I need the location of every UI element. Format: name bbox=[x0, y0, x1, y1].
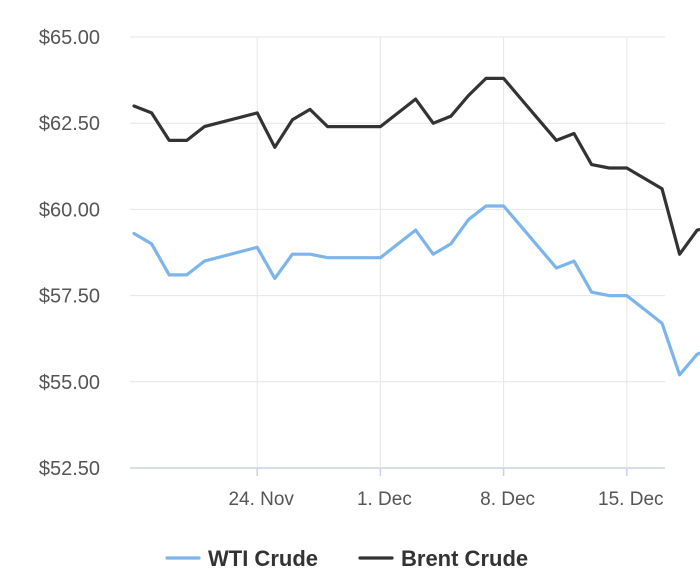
y-tick-label: $55.00 bbox=[39, 372, 100, 394]
series-lines bbox=[132, 76, 700, 377]
x-axis-tick-labels: 24. Nov 1. Dec 8. Dec 15. Dec bbox=[228, 489, 663, 510]
y-tick-label: $65.00 bbox=[39, 27, 100, 49]
legend-label: Brent Crude bbox=[401, 546, 528, 571]
legend[interactable]: WTI Crude Brent Crude bbox=[165, 546, 528, 571]
x-tick-label: 24. Nov bbox=[228, 489, 294, 510]
x-tick-label: 15. Dec bbox=[598, 489, 663, 510]
y-tick-label: $60.00 bbox=[39, 199, 100, 221]
legend-item-wti-crude[interactable]: WTI Crude bbox=[165, 546, 318, 571]
y-axis-tick-labels: $65.00 $62.50 $60.00 $57.50 $55.00 $52.50 bbox=[39, 27, 100, 480]
series-line-wti-crude bbox=[132, 204, 700, 377]
series-line-brent-crude bbox=[132, 76, 700, 256]
legend-item-brent-crude[interactable]: Brent Crude bbox=[358, 546, 528, 571]
y-tick-label: $57.50 bbox=[39, 286, 100, 308]
y-tick-label: $52.50 bbox=[39, 458, 100, 480]
x-tick-label: 1. Dec bbox=[357, 489, 412, 510]
legend-label: WTI Crude bbox=[208, 546, 318, 571]
grid-lines bbox=[130, 36, 665, 476]
y-tick-label: $62.50 bbox=[39, 113, 100, 135]
x-tick-label: 8. Dec bbox=[480, 489, 535, 510]
